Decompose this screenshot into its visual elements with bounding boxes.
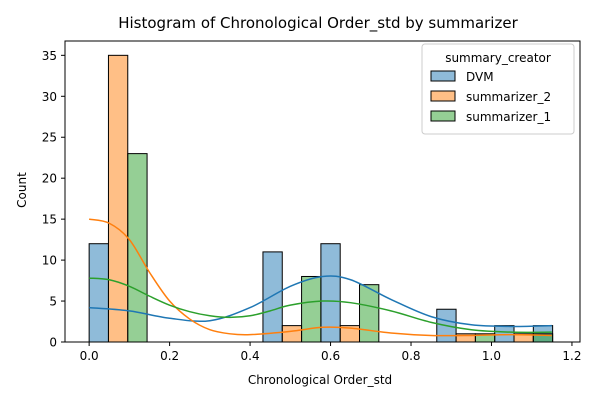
legend-entries: DVM summarizer_2 summarizer_1 [430, 70, 551, 124]
histogram-bar [281, 325, 303, 343]
y-tick-label: 25 [42, 131, 57, 145]
x-tick-label: 0.0 [80, 349, 99, 363]
bars-layer [88, 54, 554, 343]
x-tick-label: 0.2 [160, 349, 179, 363]
axes-frame [64, 40, 581, 343]
y-tick-label: 35 [42, 49, 57, 63]
kde-line-summarizer-2 [88, 218, 552, 337]
y-tick-label: 15 [42, 213, 57, 227]
y-tick-label: 20 [42, 172, 57, 186]
histogram-bar [359, 284, 380, 343]
x-axis-ticks: 0.0 0.2 0.4 0.6 0.8 1.0 1.2 [80, 342, 581, 363]
x-tick-label: 0.6 [321, 349, 340, 363]
kde-line-summarizer-1 [89, 277, 552, 334]
x-tick-label: 1.0 [482, 349, 501, 363]
histogram-bar [301, 275, 322, 343]
chart-title: Histogram of Chronological Order_std by … [118, 14, 518, 33]
histogram-bar [494, 325, 515, 343]
x-tick-label: 1.2 [562, 349, 581, 363]
x-tick-label: 0.4 [241, 349, 260, 363]
legend-box [421, 43, 575, 135]
histogram-bar [88, 243, 109, 343]
histogram-bar [262, 251, 283, 343]
kde-layer [88, 218, 552, 337]
y-tick-label: 30 [42, 90, 57, 104]
legend-title: summary_creator [445, 51, 551, 65]
legend-swatch [430, 90, 456, 102]
plot-area [64, 40, 581, 343]
y-tick-label: 10 [42, 254, 57, 268]
kde-line-dvm [89, 275, 552, 328]
legend-entry-label: DVM [466, 70, 494, 84]
legend-entry-label: summarizer_1 [466, 110, 551, 124]
legend: summary_creator DVM summarizer_2 summarize… [421, 43, 575, 135]
y-axis-label: Count [15, 172, 29, 208]
y-tick-label: 0 [49, 336, 57, 350]
x-axis-label: Chronological Order_std [248, 373, 392, 387]
x-tick-label: 0.8 [401, 349, 420, 363]
legend-swatch [430, 70, 456, 82]
y-tick-label: 5 [49, 295, 57, 309]
y-axis-ticks: 0 5 10 15 20 25 30 35 [42, 49, 65, 350]
histogram-bar [107, 54, 129, 343]
legend-swatch [430, 110, 456, 122]
legend-entry-label: summarizer_2 [466, 90, 551, 104]
